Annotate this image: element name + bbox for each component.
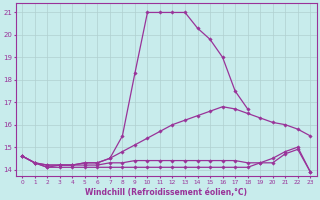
X-axis label: Windchill (Refroidissement éolien,°C): Windchill (Refroidissement éolien,°C) — [85, 188, 247, 197]
